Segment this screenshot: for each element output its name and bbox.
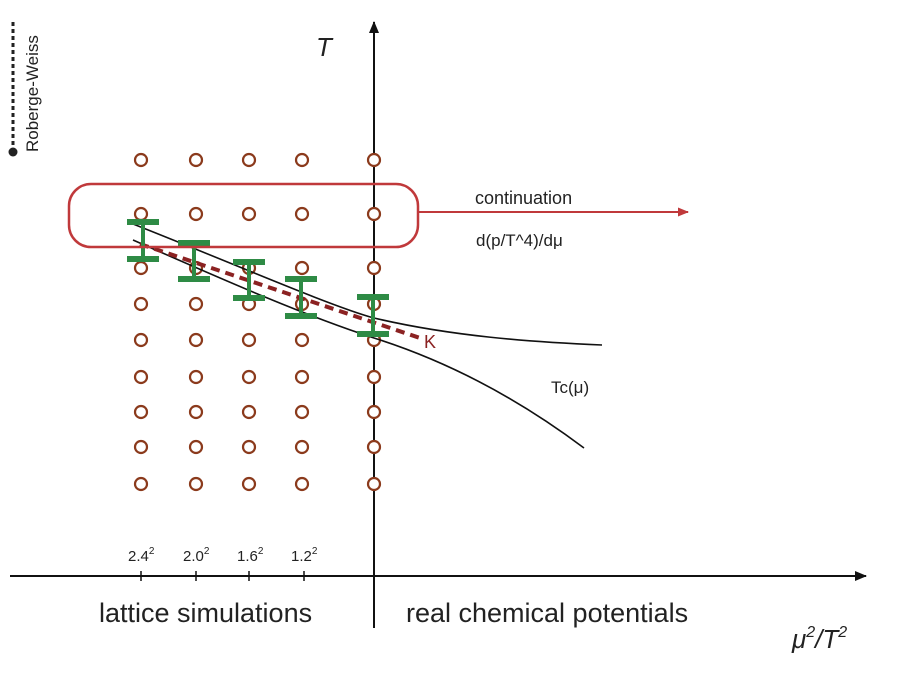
- tc-label: Tc(μ): [551, 378, 589, 397]
- simulation-point: [241, 206, 257, 222]
- simulation-points: [133, 152, 382, 492]
- simulation-point: [241, 439, 257, 455]
- simulation-point: [294, 404, 310, 420]
- simulation-point: [133, 476, 149, 492]
- crossover-dashed-line: [139, 242, 421, 340]
- tc-lower-curve: [132, 239, 585, 449]
- simulation-point: [133, 369, 149, 385]
- tick-label: 2.42: [128, 546, 155, 565]
- simulation-point: [133, 152, 149, 168]
- roberge-weiss-dot: [8, 147, 18, 157]
- simulation-point: [241, 152, 257, 168]
- continuation-highlight-box: [67, 182, 420, 249]
- simulation-point: [188, 206, 204, 222]
- x-axis-label: μ2/T2: [791, 624, 847, 654]
- roberge-weiss-label: Roberge-Weiss: [23, 35, 42, 152]
- error-bars: [127, 219, 389, 337]
- simulation-point: [188, 404, 204, 420]
- error-bar: [357, 294, 389, 337]
- simulation-point: [133, 332, 149, 348]
- simulation-point: [366, 476, 382, 492]
- simulation-point: [366, 369, 382, 385]
- simulation-point: [366, 439, 382, 455]
- simulation-point: [133, 439, 149, 455]
- simulation-point: [241, 369, 257, 385]
- simulation-point: [133, 296, 149, 312]
- tick-labels: 2.42 2.02 1.62 1.22: [128, 546, 318, 565]
- simulation-point: [188, 296, 204, 312]
- continuation-label: continuation: [475, 188, 572, 208]
- critical-point-label: K: [424, 332, 436, 352]
- simulation-point: [188, 439, 204, 455]
- tick-label: 2.02: [183, 546, 210, 565]
- simulation-point: [133, 260, 149, 276]
- real-chemical-potentials-label: real chemical potentials: [406, 598, 688, 628]
- simulation-point: [294, 332, 310, 348]
- tick-label: 1.22: [291, 546, 318, 565]
- derivative-label: d(p/T^4)/dμ: [476, 231, 563, 250]
- simulation-point: [188, 332, 204, 348]
- simulation-point: [188, 476, 204, 492]
- simulation-point: [133, 404, 149, 420]
- x-ticks: [140, 571, 305, 581]
- error-bar: [127, 219, 159, 262]
- simulation-point: [366, 404, 382, 420]
- simulation-point: [366, 152, 382, 168]
- y-axis-label: T: [316, 32, 334, 62]
- simulation-point: [133, 206, 149, 222]
- simulation-point: [294, 206, 310, 222]
- simulation-point: [188, 152, 204, 168]
- simulation-point: [241, 404, 257, 420]
- simulation-point: [294, 369, 310, 385]
- simulation-point: [241, 332, 257, 348]
- simulation-point: [366, 206, 382, 222]
- simulation-point: [188, 369, 204, 385]
- tick-label: 1.62: [237, 546, 264, 565]
- simulation-point: [241, 476, 257, 492]
- simulation-point: [294, 260, 310, 276]
- simulation-point: [294, 476, 310, 492]
- lattice-simulations-label: lattice simulations: [99, 598, 312, 628]
- simulation-point: [294, 439, 310, 455]
- error-bar: [178, 240, 210, 282]
- simulation-point: [294, 152, 310, 168]
- error-bar: [285, 276, 317, 319]
- error-bar: [233, 259, 265, 301]
- simulation-point: [366, 260, 382, 276]
